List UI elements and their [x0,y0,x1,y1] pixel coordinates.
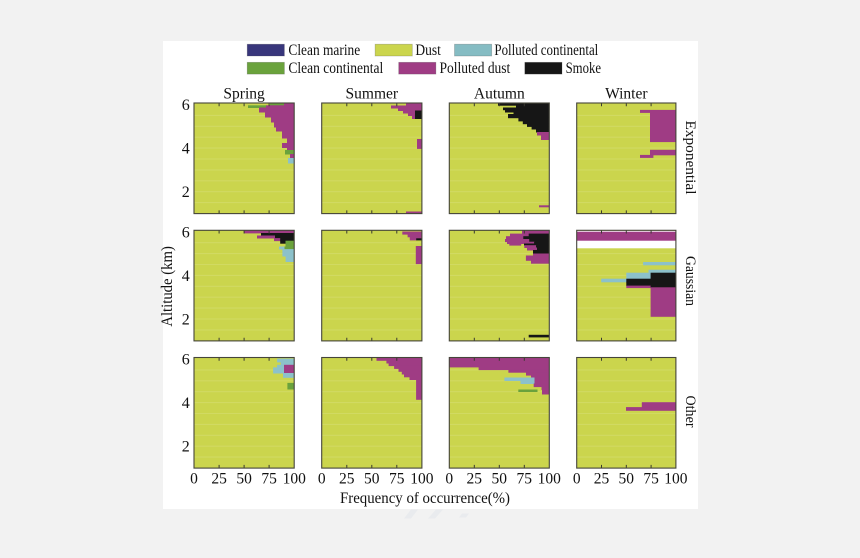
svg-text:75: 75 [261,471,277,488]
svg-text:6: 6 [182,224,190,241]
svg-text:Polluted dust: Polluted dust [440,60,511,77]
svg-text:Other: Other [682,396,698,428]
svg-text:0: 0 [573,471,581,488]
svg-text:100: 100 [538,471,562,488]
svg-text:100: 100 [664,471,688,488]
svg-text:Winter: Winter [605,86,648,103]
svg-text:Spring: Spring [223,86,265,103]
svg-text:6: 6 [182,97,190,114]
svg-text:25: 25 [339,471,355,488]
svg-text:Gaussian: Gaussian [682,256,698,307]
svg-text:100: 100 [283,471,307,488]
svg-text:6: 6 [182,352,190,369]
svg-text:4: 4 [182,395,190,412]
svg-text:25: 25 [211,471,227,488]
svg-text:Frequency of occurrence(%): Frequency of occurrence(%) [340,490,510,507]
svg-text:2: 2 [182,311,190,328]
svg-text:Exponential: Exponential [682,121,698,195]
svg-text:0: 0 [190,471,198,488]
svg-text:50: 50 [619,471,635,488]
svg-text:75: 75 [517,471,533,488]
svg-text:4: 4 [182,141,190,158]
svg-text:Altitude (km): Altitude (km) [159,246,176,327]
svg-text:Clean marine: Clean marine [288,42,360,59]
svg-text:75: 75 [643,471,659,488]
svg-text:75: 75 [389,471,405,488]
svg-text:25: 25 [467,471,483,488]
svg-text:100: 100 [410,471,434,488]
svg-text:Clean continental: Clean continental [288,60,383,77]
svg-text:Polluted continental: Polluted continental [494,42,598,59]
svg-text:Summer: Summer [346,86,399,103]
svg-text:0: 0 [318,471,326,488]
svg-text:2: 2 [182,184,190,201]
svg-text:50: 50 [364,471,380,488]
svg-text:2: 2 [182,439,190,456]
svg-text:Smoke: Smoke [566,60,601,77]
svg-text:Dust: Dust [415,42,441,59]
svg-text:50: 50 [236,471,252,488]
svg-text:25: 25 [594,471,610,488]
svg-text:50: 50 [492,471,508,488]
svg-text:0: 0 [445,471,453,488]
svg-text:4: 4 [182,268,190,285]
svg-text:Autumn: Autumn [474,86,525,103]
